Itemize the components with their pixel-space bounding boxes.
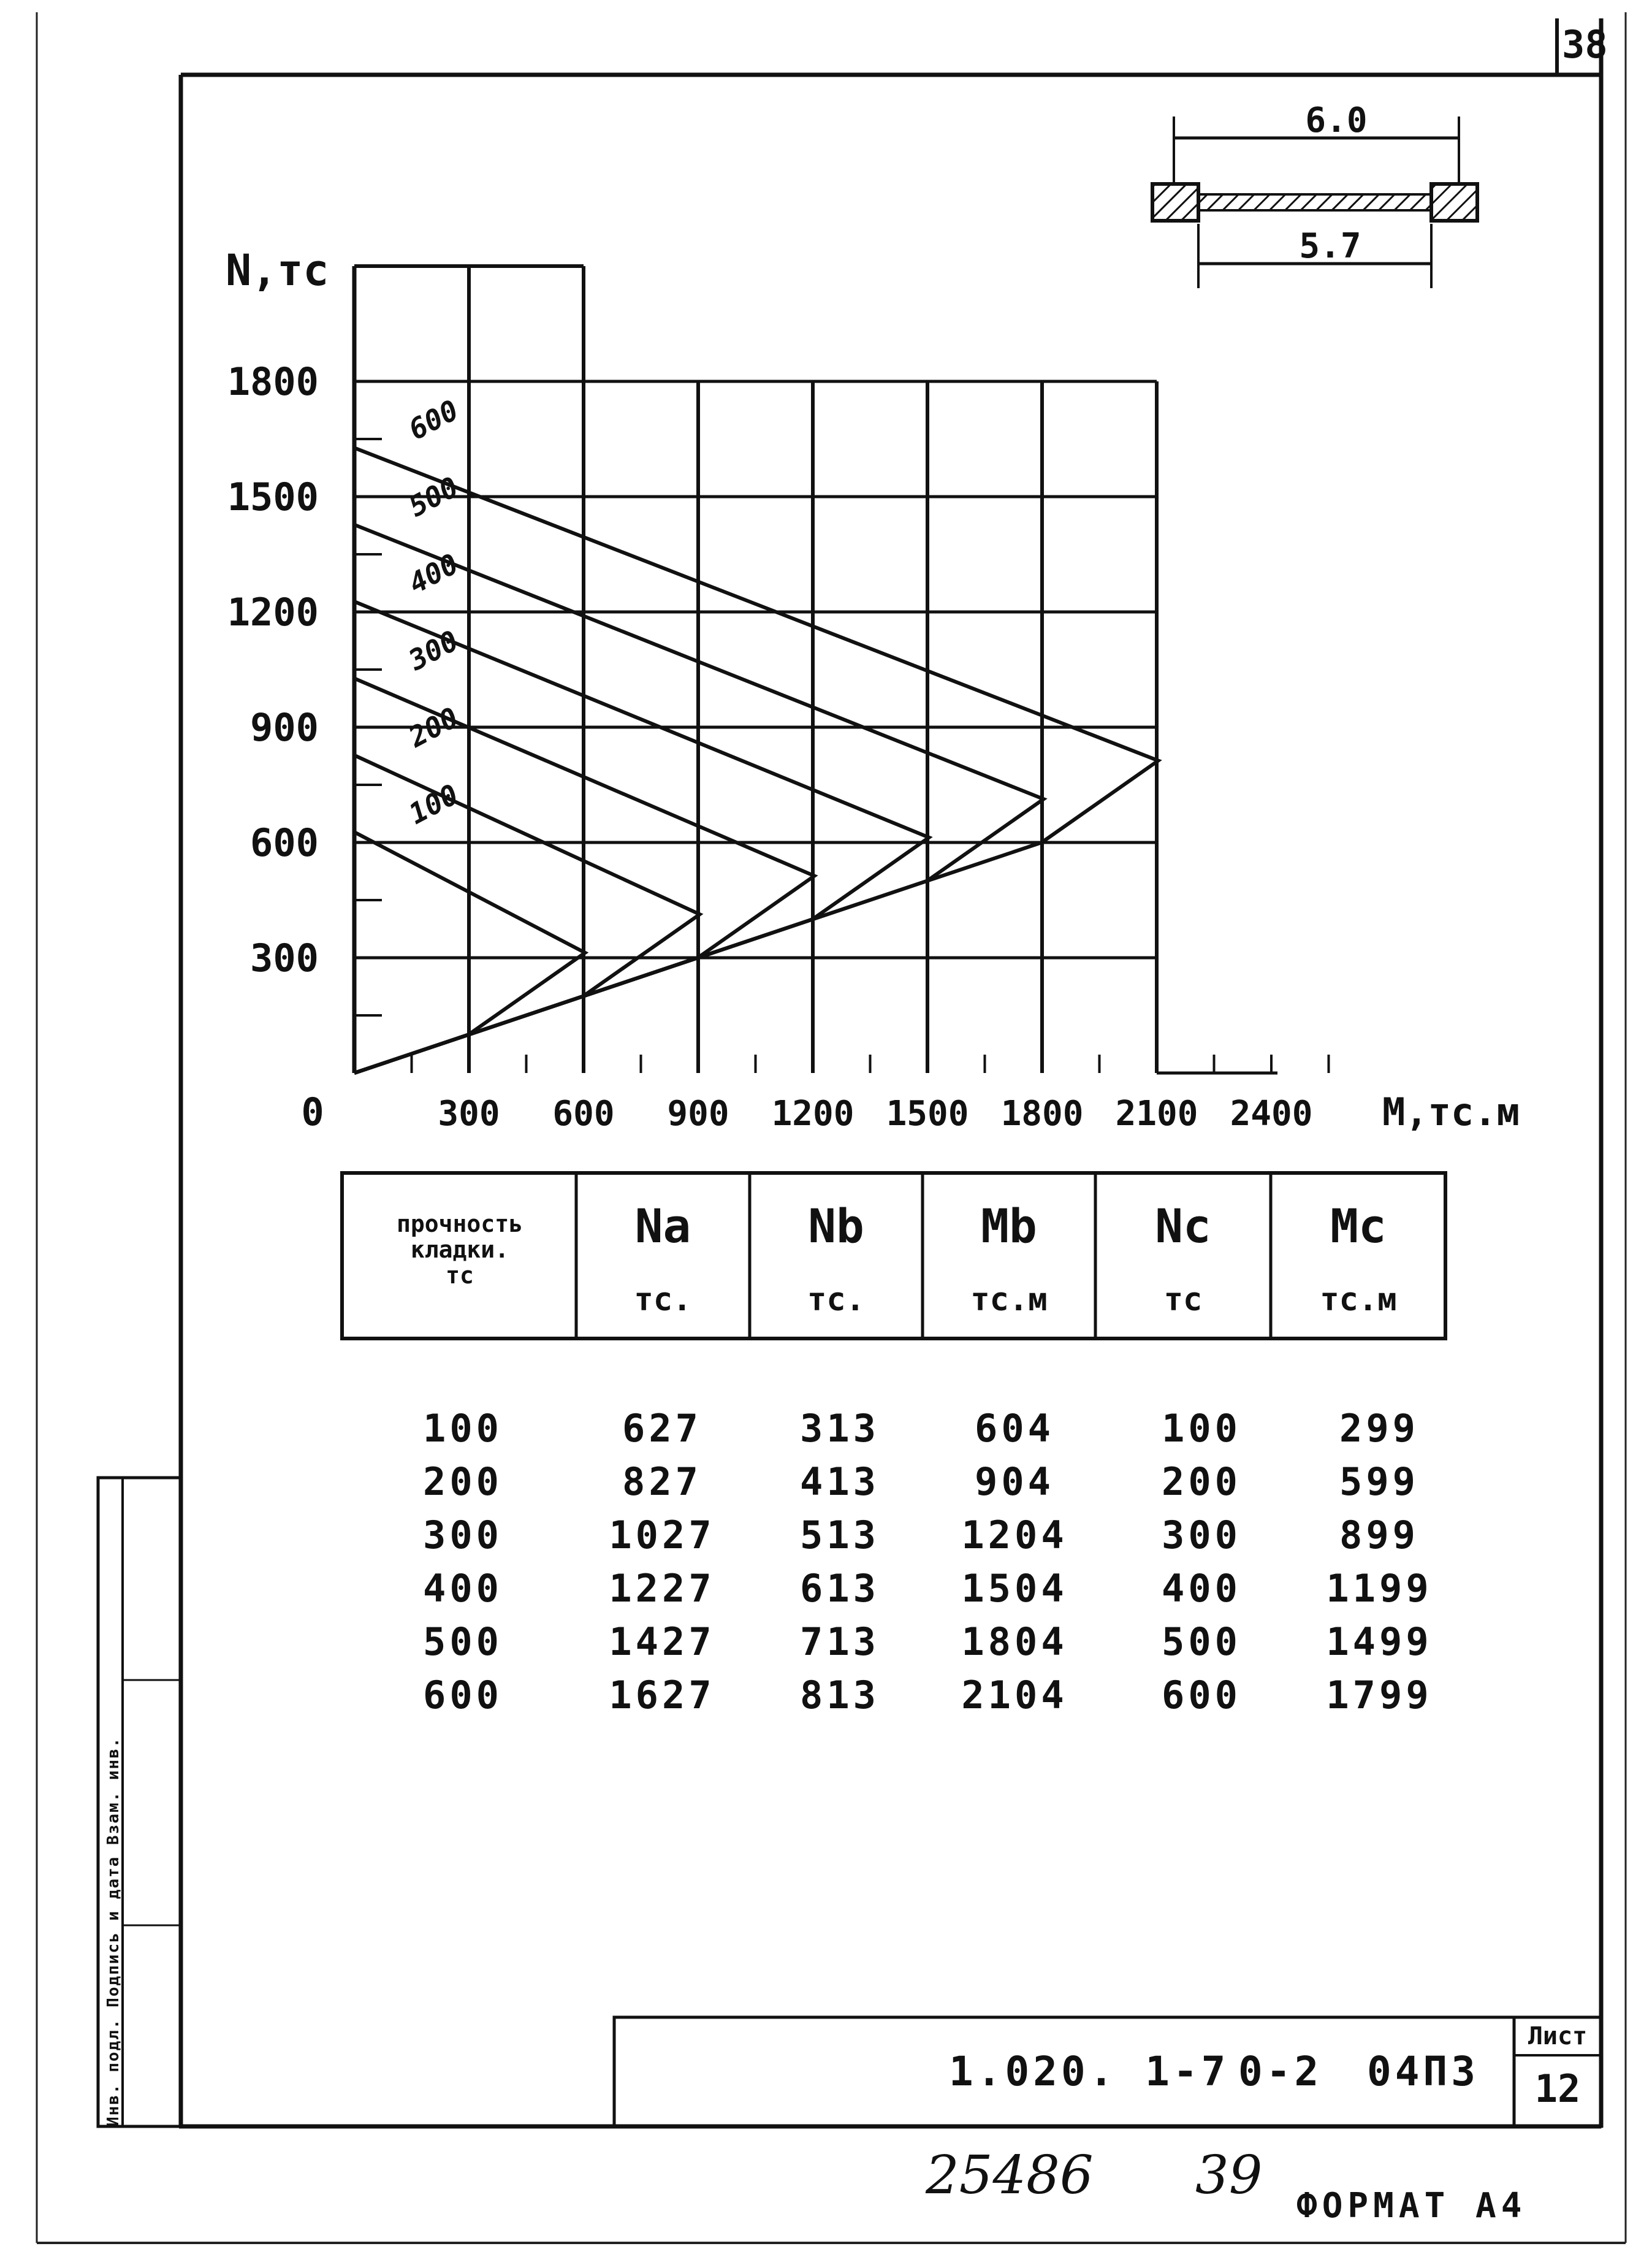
table-cell: 1027 (609, 1513, 715, 1557)
side-stamp-text: Инв. подл. Подпись и дата Взам. инв. (104, 1736, 123, 2126)
table-cell: 200 (1162, 1459, 1241, 1504)
table-cell: 1204 (961, 1513, 1068, 1557)
table-cell: 100 (1162, 1406, 1241, 1451)
series-label-300: 300 (403, 624, 464, 677)
x-tick-label: 1500 (886, 1094, 969, 1134)
title-sheet-label: Лист (1528, 2022, 1588, 2050)
footer-handwritten-page: 39 (1195, 2145, 1263, 2206)
cross-section-sketch: 6.0 5.7 (1151, 104, 1479, 288)
table-header-strength: прочность кладки. тс (343, 1211, 576, 1288)
header-strength-line2: кладки. (410, 1236, 509, 1263)
interaction-chart: 100 200 300 400 500 600 300 600 900 1200 1500 1800 3… (226, 245, 1520, 1134)
table-cell: 1427 (609, 1619, 715, 1664)
series-line-600 (353, 446, 1162, 1075)
y-tick-label: 1200 (227, 590, 319, 635)
footer-handwritten-number: 25486 (926, 2145, 1094, 2206)
table-cell: 1227 (609, 1566, 715, 1611)
table-cell: 299 (1339, 1406, 1419, 1451)
table-cell: 2104 (961, 1673, 1068, 1717)
x-tick-label: 2400 (1230, 1094, 1313, 1134)
series-label-100: 100 (403, 777, 464, 831)
header-strength-line1: прочность (397, 1210, 523, 1237)
table-cell: 1504 (961, 1566, 1068, 1611)
table-cell: 500 (1162, 1619, 1241, 1664)
title-doc: 04ПЗ (1367, 2048, 1479, 2095)
x-axis-title: М,тс.м (1382, 1090, 1520, 1134)
table-cell: 1627 (609, 1673, 715, 1717)
table-cell: 1199 (1326, 1566, 1433, 1611)
table-row: 100 627 313 604 100 299 (0, 1404, 1652, 1453)
table-cell: 713 (800, 1619, 880, 1664)
section-top-dim: 6.0 (1305, 104, 1367, 140)
table-col-unit: тс.м (970, 1281, 1048, 1318)
table-cell: 100 (423, 1406, 503, 1451)
origin-label: 0 (301, 1090, 324, 1134)
table-col-symbol: Nb (808, 1199, 864, 1253)
table-row: 400 1227 613 1504 400 1199 (0, 1564, 1652, 1613)
table-row: 200 827 413 904 200 599 (0, 1457, 1652, 1507)
table-cell: 300 (1162, 1513, 1241, 1557)
series-label-400: 400 (403, 547, 464, 600)
series-label-200: 200 (403, 701, 464, 754)
table-cell: 600 (423, 1673, 503, 1717)
x-tick-label: 2100 (1116, 1094, 1198, 1134)
table-cell: 413 (800, 1459, 880, 1504)
table-cell: 1804 (961, 1619, 1068, 1664)
section-bottom-dim: 5.7 (1299, 226, 1361, 266)
y-tick-label: 300 (250, 936, 319, 980)
table-cell: 300 (423, 1513, 503, 1557)
table-col-unit: тс. (634, 1281, 692, 1318)
table-col-symbol: Mc (1330, 1199, 1387, 1253)
y-axis-title: N,тс (226, 245, 329, 296)
x-tick-label: 300 (438, 1094, 500, 1134)
y-tick-label: 1800 (227, 359, 319, 404)
series-label-500: 500 (403, 470, 464, 524)
table-cell: 313 (800, 1406, 880, 1451)
table-cell: 1799 (1326, 1673, 1433, 1717)
x-tick-label: 900 (667, 1094, 729, 1134)
table-col-symbol: Na (634, 1199, 691, 1253)
table-cell: 627 (622, 1406, 702, 1451)
table-col-unit: тс (1163, 1281, 1203, 1318)
table-row: 300 1027 513 1204 300 899 (0, 1511, 1652, 1560)
x-tick-label: 1200 (772, 1094, 855, 1134)
table-col-unit: тс.м (1320, 1281, 1397, 1318)
y-tick-label: 900 (250, 705, 319, 750)
table-cell: 513 (800, 1513, 880, 1557)
table-cell: 613 (800, 1566, 880, 1611)
table-row: 600 1627 813 2104 600 1799 (0, 1671, 1652, 1720)
table-col-symbol: Nc (1155, 1199, 1211, 1253)
header-strength-line3: тс (446, 1262, 474, 1289)
table-header-frame (340, 1171, 1447, 1340)
title-sheet-number: 12 (1534, 2066, 1581, 2111)
y-tick-label: 1500 (227, 475, 319, 519)
table-cell: 827 (622, 1459, 702, 1504)
title-issue: 0-2 (1238, 2048, 1323, 2095)
table-cell: 904 (975, 1459, 1054, 1504)
chart-series (353, 446, 1162, 1075)
x-tick-label: 600 (552, 1094, 614, 1134)
y-tick-label: 600 (250, 820, 319, 865)
table-cell: 200 (423, 1459, 503, 1504)
footer-format-label: ФОРМАТ А4 (1296, 2186, 1527, 2226)
table-cell: 813 (800, 1673, 880, 1717)
chart-grid (352, 264, 1330, 1075)
table-col-unit: тс. (807, 1281, 865, 1318)
series-line-400 (353, 600, 933, 1075)
table-cell: 600 (1162, 1673, 1241, 1717)
table-cell: 400 (423, 1566, 503, 1611)
x-tick-label: 1800 (1001, 1094, 1084, 1134)
table-cell: 899 (1339, 1513, 1419, 1557)
table-cell: 500 (423, 1619, 503, 1664)
table-cell: 599 (1339, 1459, 1419, 1504)
series-label-600: 600 (403, 393, 464, 446)
table-cell: 1499 (1326, 1619, 1433, 1664)
table-row: 500 1427 713 1804 500 1499 (0, 1617, 1652, 1667)
table-col-symbol: Mb (981, 1199, 1037, 1253)
chart-labels: 100 200 300 400 500 600 300 600 900 1200 1500 1800 3… (226, 245, 1520, 1134)
table-cell: 400 (1162, 1566, 1241, 1611)
table-cell: 604 (975, 1406, 1054, 1451)
title-code: 1.020. 1-7 (949, 2048, 1230, 2095)
